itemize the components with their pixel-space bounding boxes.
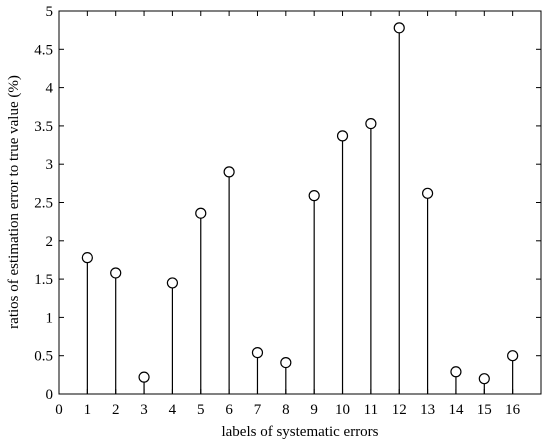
stem-marker xyxy=(251,347,264,359)
x-tick-label: 12 xyxy=(392,402,407,418)
y-tick-label: 2.5 xyxy=(34,196,53,212)
stem-marker xyxy=(166,277,179,289)
stems-group xyxy=(81,22,519,394)
x-tick-label: 16 xyxy=(505,402,521,418)
stem-marker xyxy=(393,22,405,34)
x-tick-label: 5 xyxy=(197,402,205,418)
x-tick-label: 3 xyxy=(140,402,148,418)
y-tick-label: 3.5 xyxy=(34,119,53,135)
x-tick-label: 7 xyxy=(254,402,262,418)
y-tick-label: 5 xyxy=(46,4,54,20)
y-tick-label: 1.5 xyxy=(34,272,53,288)
stem-marker xyxy=(365,118,377,130)
x-tick-label: 8 xyxy=(282,402,290,418)
stem-marker xyxy=(421,187,434,199)
stem-marker xyxy=(308,190,320,202)
stem-marker xyxy=(195,207,207,219)
x-tick-label: 1 xyxy=(84,402,92,418)
stem-marker xyxy=(138,371,150,383)
stem-marker xyxy=(336,130,349,142)
stem-marker xyxy=(223,166,235,178)
y-tick-label: 0.5 xyxy=(34,349,53,365)
stem-marker xyxy=(110,267,122,279)
x-tick-label: 4 xyxy=(169,402,177,418)
stem-marker xyxy=(280,356,292,369)
x-axis-label: labels of systematic errors xyxy=(221,424,378,440)
plot-frame xyxy=(58,10,542,395)
y-tick-label: 3 xyxy=(46,157,54,173)
x-tick-label: 14 xyxy=(448,402,464,418)
x-tick-label: 6 xyxy=(225,402,233,418)
x-tick-labels: 0 1 2 3 4 5 6 7 8 9 10 11 12 13 14 15 16 xyxy=(55,402,520,418)
y-tick-label: 4.5 xyxy=(34,42,53,58)
y-tick-label: 2 xyxy=(46,234,54,250)
x-tick-label: 15 xyxy=(477,402,492,418)
x-tick-label: 9 xyxy=(310,402,318,418)
axis-ticks xyxy=(58,10,541,395)
y-tick-label: 1 xyxy=(46,310,54,326)
x-tick-label: 11 xyxy=(364,402,378,418)
stem-marker xyxy=(450,366,462,378)
y-tick-label: 0 xyxy=(46,387,54,403)
stem-marker xyxy=(81,252,93,264)
stem-marker xyxy=(507,350,519,362)
x-tick-label: 2 xyxy=(112,402,120,418)
stem-marker xyxy=(478,373,490,385)
y-tick-labels: 0 0.5 1 1.5 2 2.5 3 3.5 4 4.5 5 xyxy=(34,4,53,403)
x-tick-label: 13 xyxy=(420,402,435,418)
x-tick-label: 10 xyxy=(335,402,350,418)
y-axis-label: ratios of estimation error to true value… xyxy=(6,75,22,329)
x-tick-label: 0 xyxy=(55,402,63,418)
y-tick-label: 4 xyxy=(46,81,54,97)
